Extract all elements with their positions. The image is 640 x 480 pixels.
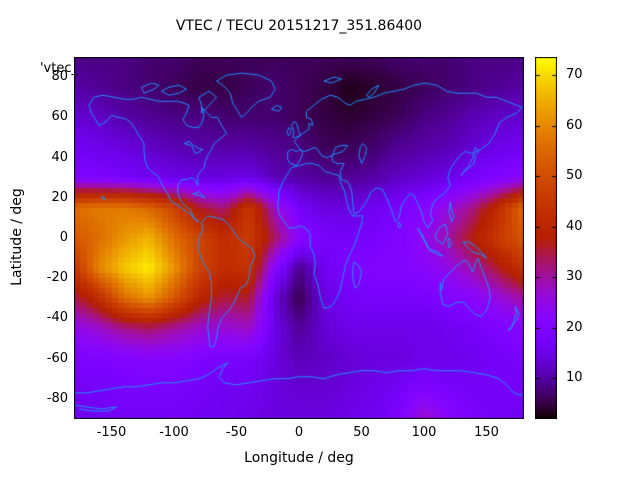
colorbar-tick-label: 50: [566, 168, 583, 184]
chart-title: VTEC / TECU 20151217_351.86400: [175, 18, 423, 34]
colorbar-tick-label: 40: [566, 218, 583, 234]
y-tick-label: 40: [51, 149, 68, 165]
tec-heatmap-canvas: [74, 57, 524, 419]
x-tick-label: -100: [159, 425, 189, 440]
x-axis-label: Longitude / deg: [244, 450, 354, 466]
y-tick-label: -40: [46, 310, 68, 326]
y-tick-label: -60: [46, 350, 68, 366]
x-tick-label: 50: [353, 425, 370, 440]
x-tick-label: 150: [474, 425, 499, 440]
x-tick-label: -150: [96, 425, 127, 440]
y-tick-label: 20: [51, 189, 68, 205]
y-tick-label: 60: [51, 109, 68, 125]
colorbar-tick-label: 10: [566, 370, 583, 386]
x-tick-label: 0: [294, 425, 304, 440]
x-tick-label: 100: [411, 425, 437, 440]
y-tick-label: 80: [51, 69, 68, 85]
y-tick-label: 0: [59, 230, 68, 245]
colorbar-tick-label: 60: [566, 117, 583, 133]
y-tick-label: -20: [46, 270, 68, 286]
y-tick-label: -80: [46, 390, 68, 406]
colorbar-tick-label: 70: [566, 67, 583, 83]
key-label: 'vtec_: [39, 61, 78, 76]
colorbar-gradient: [535, 57, 557, 419]
colorbar-tick-label: 20: [566, 319, 583, 335]
colorbar-tick-label: 30: [566, 269, 583, 285]
x-tick-label: -50: [225, 425, 248, 440]
